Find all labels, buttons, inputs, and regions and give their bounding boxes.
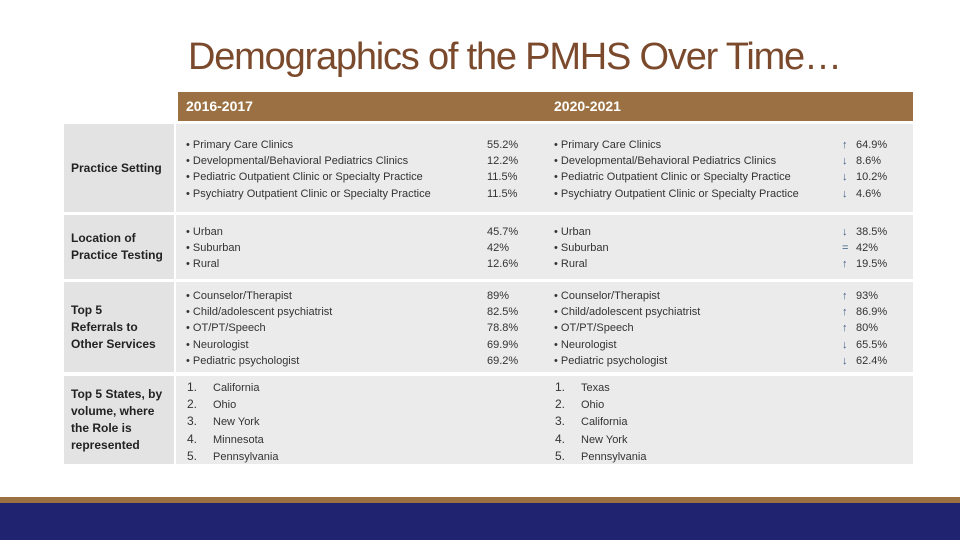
- slide-title: Demographics of the PMHS Over Time…: [188, 36, 842, 78]
- list-item: OT/PT/Speech: [554, 320, 700, 336]
- value: 55.2%: [487, 139, 519, 151]
- list-item: Rural: [186, 256, 241, 272]
- trend-icon: ↑: [842, 290, 848, 302]
- trend-icon: ↓: [842, 155, 848, 168]
- list-item: 1. Texas: [555, 380, 610, 394]
- list-item: Counselor/Therapist: [554, 288, 700, 304]
- value: 19.5%: [856, 258, 888, 271]
- list-item: Rural: [554, 256, 609, 272]
- practice-list-2016: Primary Care Clinics Developmental/Behav…: [186, 137, 431, 202]
- list-item: Primary Care Clinics: [554, 137, 799, 153]
- trend-icon: ↓: [842, 338, 848, 351]
- value: 86.9%: [856, 306, 888, 319]
- row-location: [176, 215, 913, 279]
- value: 80%: [856, 322, 879, 335]
- list-item: Urban: [554, 224, 609, 240]
- value: 42%: [487, 242, 510, 255]
- location-list-2020: Urban Suburban Rural: [554, 224, 609, 273]
- trend-icon: ↑: [842, 258, 848, 271]
- list-item: 3. California: [555, 414, 628, 429]
- referrals-values-2016: 89% 82.5% 78.8% 69.9% 69.2%: [487, 288, 518, 369]
- referrals-list-2020: Counselor/Therapist Child/adolescent psy…: [554, 288, 700, 369]
- value: 12.6%: [487, 258, 519, 271]
- location-values-2020: ↓ 38.5% = 42% ↑ 19.5%: [842, 224, 887, 273]
- states-list-2016: 1. California 2. Ohio 3. New York 4. Minneso…: [187, 379, 278, 465]
- footer-accent-line: [0, 497, 960, 503]
- row-label-states: Top 5 States, by volume, where the Role …: [64, 376, 174, 464]
- value: 11.5%: [487, 171, 518, 184]
- value: 10.2%: [856, 171, 888, 184]
- value: 69.9%: [487, 338, 519, 351]
- list-item: Suburban: [554, 240, 609, 256]
- list-item: Pediatric psychologist: [554, 353, 700, 369]
- value: 4.6%: [856, 187, 882, 200]
- trend-icon: ↓: [842, 171, 848, 184]
- value: 38.5%: [856, 226, 888, 238]
- trend-icon: ↑: [842, 322, 848, 335]
- value: 12.2%: [487, 155, 519, 168]
- list-item: Developmental/Behavioral Pediatrics Clin…: [186, 153, 431, 169]
- trend-icon: ↓: [842, 187, 848, 200]
- trend-icon: =: [842, 242, 849, 255]
- list-item: Counselor/Therapist: [186, 288, 332, 304]
- trend-icon: ↑: [842, 139, 848, 151]
- value: 62.4%: [856, 354, 888, 367]
- list-item: 4. Minnesota: [187, 431, 264, 446]
- value: 93%: [856, 290, 879, 302]
- row-states: [176, 376, 913, 464]
- value: 78.8%: [487, 322, 519, 335]
- list-item: Suburban: [186, 240, 241, 256]
- value: 45.7%: [487, 226, 519, 238]
- trend-icon: ↑: [842, 306, 848, 319]
- practice-list-2020: Primary Care Clinics Developmental/Behav…: [554, 137, 799, 202]
- list-item: Child/adolescent psychiatrist: [554, 304, 700, 320]
- list-item: 5. Pennsylvania: [555, 448, 647, 463]
- list-item: Neurologist: [186, 337, 332, 353]
- list-item: 2. Ohio: [187, 397, 237, 412]
- row-label-referrals: Top 5 Referrals to Other Services: [64, 282, 174, 372]
- value: 8.6%: [856, 155, 882, 168]
- value: 42%: [856, 242, 879, 255]
- list-item: Pediatric psychologist: [186, 353, 332, 369]
- value: 82.5%: [487, 306, 519, 319]
- states-list-2020: 1. Texas 2. Ohio 3. California 4. New York 5…: [555, 379, 646, 465]
- list-item: Developmental/Behavioral Pediatrics Clin…: [554, 153, 799, 169]
- referrals-values-2020: ↑ 93% ↑ 86.9% ↑ 80% ↓ 65.5% ↓ 62.4%: [842, 288, 887, 369]
- value: 64.9%: [856, 139, 888, 151]
- list-item: Urban: [186, 224, 241, 240]
- value: 89%: [487, 290, 510, 302]
- list-item: Psychiatry Outpatient Clinic or Specialt…: [186, 186, 431, 202]
- value: 65.5%: [856, 338, 888, 351]
- list-item: Pediatric Outpatient Clinic or Specialty…: [554, 169, 799, 185]
- list-item: Neurologist: [554, 337, 700, 353]
- header-2020-2021: 2020-2021: [546, 92, 913, 121]
- list-item: Child/adolescent psychiatrist: [186, 304, 332, 320]
- trend-icon: ↓: [842, 354, 848, 367]
- practice-values-2016: 55.2% 12.2% 11.5% 11.5%: [487, 137, 518, 202]
- location-list-2016: Urban Suburban Rural: [186, 224, 241, 273]
- list-item: 2. Ohio: [555, 397, 605, 412]
- list-item: Pediatric Outpatient Clinic or Specialty…: [186, 169, 431, 185]
- list-item: 5. Pennsylvania: [187, 448, 279, 463]
- value: 11.5%: [487, 187, 518, 200]
- footer-bar: [0, 503, 960, 540]
- trend-icon: ↓: [842, 226, 848, 238]
- list-item: OT/PT/Speech: [186, 320, 332, 336]
- list-item: Psychiatry Outpatient Clinic or Specialt…: [554, 186, 799, 202]
- row-label-location: Location of Practice Testing: [64, 215, 174, 279]
- list-item: Primary Care Clinics: [186, 137, 431, 153]
- list-item: 4. New York: [555, 431, 628, 446]
- referrals-list-2016: Counselor/Therapist Child/adolescent psy…: [186, 288, 332, 369]
- list-item: 3. New York: [187, 414, 260, 429]
- location-values-2016: 45.7% 42% 12.6%: [487, 224, 518, 273]
- header-2016-2017: 2016-2017: [178, 92, 546, 121]
- row-label-practice-setting: Practice Setting: [64, 124, 174, 212]
- practice-values-2020: ↑ 64.9% ↓ 8.6% ↓ 10.2% ↓ 4.6%: [842, 137, 887, 202]
- value: 69.2%: [487, 354, 519, 367]
- list-item: 1. California: [187, 380, 260, 394]
